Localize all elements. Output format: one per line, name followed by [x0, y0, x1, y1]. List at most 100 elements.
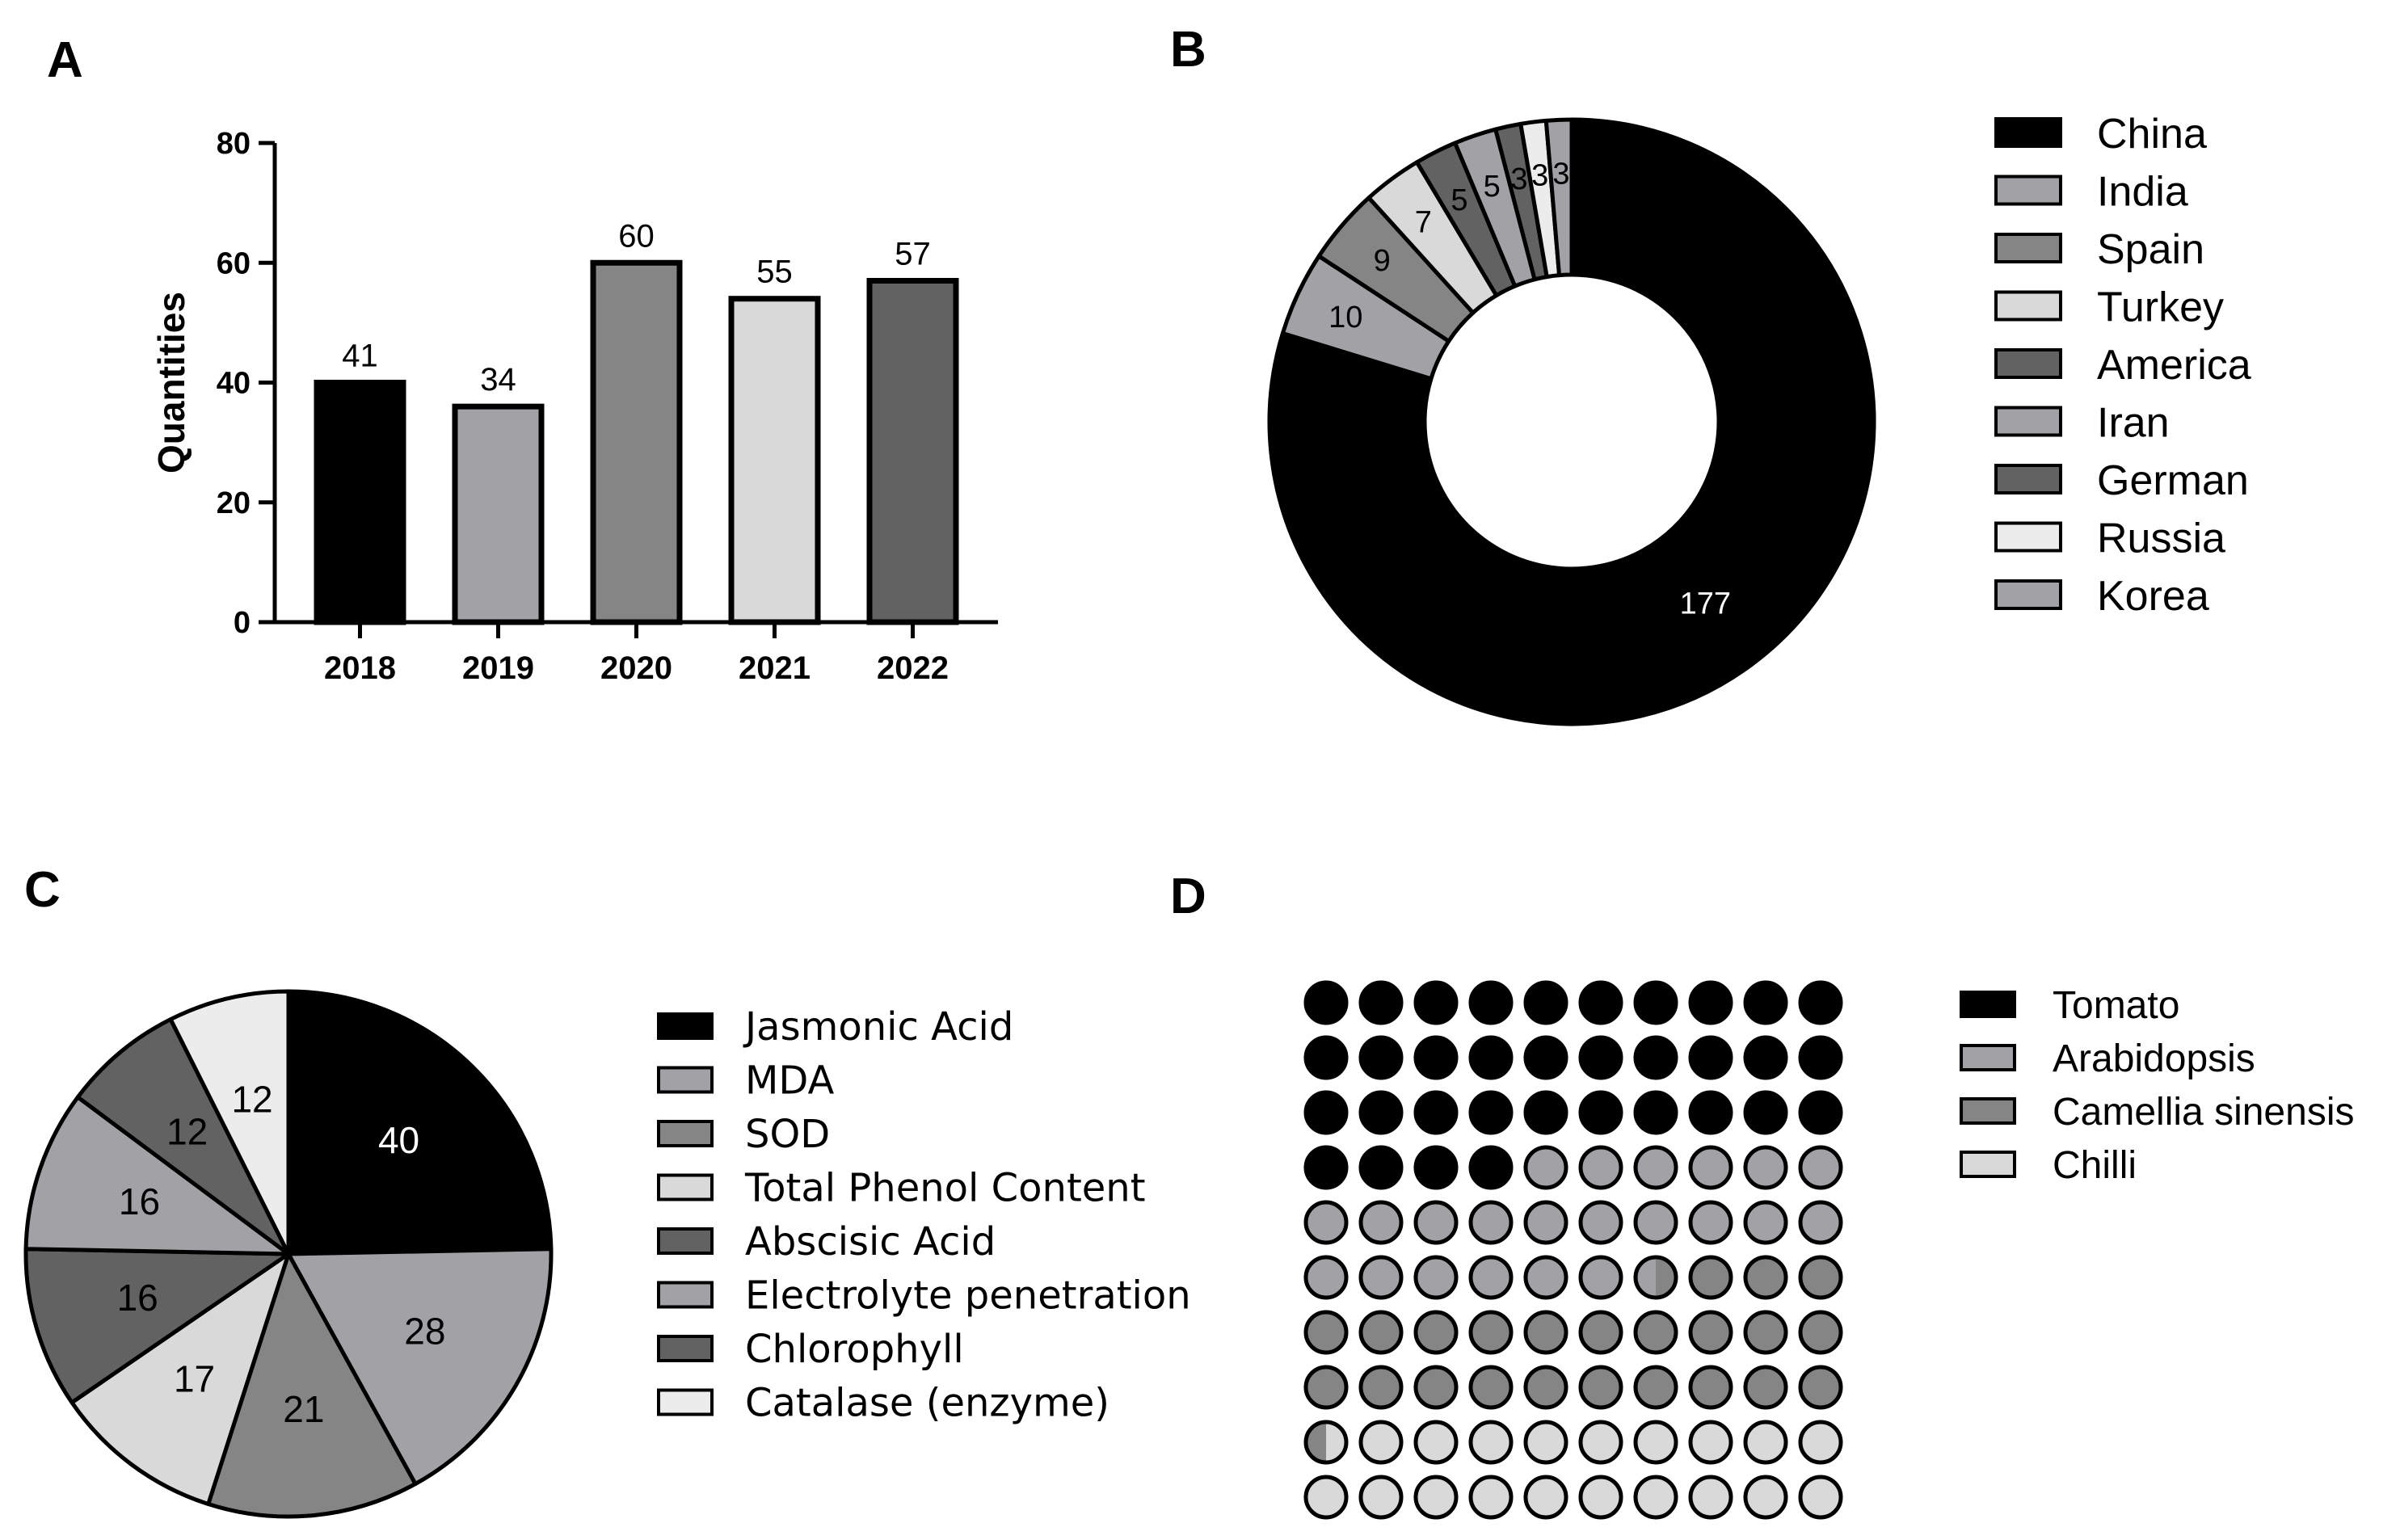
waffle-cell-camellia-sinensis [1688, 1365, 1733, 1410]
waffle-cell-tomato [1578, 980, 1623, 1025]
waffle-cell-camellia-sinensis [1578, 1310, 1623, 1355]
y-tick-label-80: 80 [217, 127, 251, 161]
waffle-cell-camellia-sinensis [1358, 1310, 1404, 1355]
bar-data-label-2022: 57 [895, 236, 931, 271]
waffle-cell-tomato [1743, 980, 1788, 1025]
bar-2018 [314, 380, 406, 625]
legend-swatch-sod [657, 1120, 714, 1147]
bar-data-label-2018: 41 [342, 339, 378, 374]
waffle-cell-chilli [1798, 1420, 1843, 1465]
slice-total-phenol-content [69, 1252, 291, 1506]
waffle-cell-arabidopsis [1303, 1255, 1349, 1300]
waffle-cell-camellia-sinensis [1303, 1310, 1349, 1355]
waffle-cell-tomato [1633, 1090, 1678, 1135]
legend-label-mda: MDA [745, 1058, 835, 1104]
waffle-cell-tomato [1303, 980, 1349, 1025]
legend-label-german: German [2097, 457, 2249, 504]
waffle-cell-tomato [1303, 1145, 1349, 1190]
waffle-cell-camellia-sinensis [1523, 1310, 1568, 1355]
waffle-cell-camellia-sinensis [1303, 1365, 1349, 1410]
waffle-cell-tomato [1358, 1090, 1404, 1135]
legend-label-jasmonic-acid: Jasmonic Acid [743, 1004, 1013, 1050]
bar-data-label-2021: 55 [756, 255, 793, 290]
waffle-cell-chilli [1358, 1420, 1404, 1465]
waffle-cell-camellia-sinensis [1413, 1310, 1459, 1355]
slice-data-label-india: 10 [1328, 301, 1362, 335]
legend-swatch-abscisic-acid [657, 1227, 714, 1255]
waffle-cell-chilli [1688, 1420, 1733, 1465]
waffle-cell-chilli [1468, 1475, 1514, 1520]
slice-sod [206, 1252, 418, 1519]
waffle-cell-camellia-sinensis [1633, 1310, 1678, 1355]
legend-label-sod: SOD [745, 1112, 830, 1157]
y-tick-label-0: 0 [234, 606, 251, 640]
waffle-cell-camellia-sinensis [1688, 1255, 1733, 1300]
waffle-cell-tomato [1578, 1035, 1623, 1080]
legend-swatch-tomato [1960, 991, 2016, 1018]
legend-swatch-mda [657, 1066, 714, 1094]
waffle-cell-arabidopsis [1578, 1145, 1623, 1190]
slice-data-label-sod: 21 [283, 1388, 324, 1430]
bar-2020 [590, 259, 683, 625]
waffle-cell-arabidopsis [1303, 1200, 1349, 1245]
legend-label-chilli: Chilli [2053, 1144, 2137, 1187]
waffle-cell-arabidopsis [1633, 1145, 1678, 1190]
waffle-cell-chilli [1743, 1475, 1788, 1520]
legend-swatch-chilli [1960, 1151, 2016, 1178]
waffle-cell-tomato [1358, 1145, 1404, 1190]
legend-swatch-iran [1994, 406, 2062, 437]
waffle-cell-arabidopsis [1743, 1145, 1788, 1190]
bar-2019 [452, 403, 545, 625]
waffle-cell-arabidopsis [1413, 1255, 1459, 1300]
waffle-cell-tomato [1413, 980, 1459, 1025]
bar-data-label-2020: 60 [618, 218, 655, 254]
waffle-cell-tomato [1523, 1035, 1568, 1080]
waffle-cell-camellia-sinensis [1358, 1365, 1404, 1410]
waffle-cell-tomato [1688, 1090, 1733, 1135]
waffle-cell-chilli [1633, 1420, 1678, 1465]
waffle-cell-camellia-sinensis [1798, 1365, 1843, 1410]
legend-swatch-spain [1994, 233, 2062, 263]
legend-swatch-german [1994, 464, 2062, 494]
waffle-chart-panel: Tomato Arabidopsis Camellia sinensis Chilli [1303, 980, 2354, 1520]
y-tick-label-20: 20 [217, 486, 251, 520]
waffle-cell-tomato [1688, 980, 1733, 1025]
waffle-cell-tomato [1798, 1035, 1843, 1080]
waffle-cell-tomato [1468, 1090, 1514, 1135]
waffle-cell-arabidopsis [1468, 1255, 1514, 1300]
waffle-cell-arabidopsis [1523, 1145, 1568, 1190]
slice-data-label-russia: 3 [1531, 159, 1548, 193]
legend-label-india: India [2097, 169, 2188, 216]
y-tick-label-40: 40 [217, 367, 251, 401]
legend-label-arabidopsis: Arabidopsis [2053, 1037, 2255, 1080]
waffle-cell-arabidopsis [1413, 1200, 1459, 1245]
slice-abscisic-acid [23, 1247, 291, 1405]
waffle-cell-arabidopsis [1688, 1200, 1733, 1245]
waffle-cell-camellia-sinensis [1743, 1310, 1788, 1355]
slice-data-label-chlorophyll: 12 [166, 1111, 208, 1153]
y-axis-label: Quantities [150, 292, 192, 473]
waffle-cell-chilli [1688, 1475, 1733, 1520]
waffle-cell-camellia-sinensis [1468, 1365, 1514, 1410]
waffle-cell-tomato [1413, 1145, 1459, 1190]
waffle-cell-arabidopsis [1743, 1200, 1788, 1245]
waffle-cell-chilli [1358, 1475, 1404, 1520]
bar-2021 [728, 296, 821, 625]
panel-label-a: A [47, 32, 83, 88]
waffle-cell-tomato [1468, 980, 1514, 1025]
legend-swatch-india [1994, 175, 2062, 206]
x-tick-label-2020: 2020 [600, 650, 672, 686]
legend-label-russia: Russia [2097, 515, 2225, 562]
waffle-cell-chilli [1326, 1422, 1346, 1462]
waffle-cell-camellia-sinensis [1656, 1257, 1676, 1298]
x-tick-label-2018: 2018 [324, 650, 396, 686]
waffle-cell-camellia-sinensis [1413, 1365, 1459, 1410]
legend-swatch-total-phenol-content [657, 1173, 714, 1201]
slice-data-label-spain: 9 [1374, 244, 1391, 278]
waffle-cell-chilli [1633, 1475, 1678, 1520]
slice-data-label-china: 177 [1680, 587, 1731, 621]
x-tick-label-2019: 2019 [462, 650, 534, 686]
waffle-cell-arabidopsis [1578, 1255, 1623, 1300]
